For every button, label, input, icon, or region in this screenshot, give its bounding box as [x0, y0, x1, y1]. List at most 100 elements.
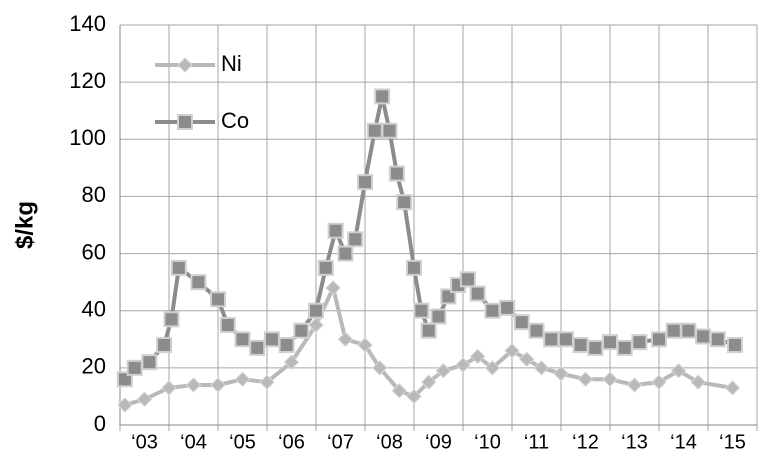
data-point — [680, 322, 697, 339]
data-point — [577, 371, 594, 387]
data-point — [337, 245, 354, 262]
data-point — [484, 360, 501, 376]
data-point — [163, 311, 180, 328]
data-point — [469, 285, 486, 302]
data-point — [136, 391, 153, 407]
data-point — [543, 331, 560, 348]
data-point — [293, 322, 310, 339]
data-point — [396, 194, 413, 211]
x-tick-label: ‘08 — [376, 431, 403, 453]
x-tick-label: ‘05 — [229, 431, 256, 453]
data-point — [308, 317, 324, 333]
data-point — [141, 354, 158, 371]
data-point — [533, 360, 550, 376]
y-tick-label: 140 — [69, 11, 106, 36]
data-point — [726, 337, 743, 353]
x-tick-label: ‘03 — [131, 431, 158, 453]
data-point — [695, 328, 712, 345]
y-axis-title: $/kg — [11, 201, 38, 249]
data-point — [499, 299, 516, 316]
data-point — [337, 331, 354, 347]
data-point — [484, 302, 501, 319]
data-point — [357, 174, 373, 191]
legend-marker — [177, 57, 193, 73]
data-point — [308, 302, 324, 319]
data-point — [325, 280, 341, 296]
data-point — [156, 337, 173, 353]
data-point — [513, 314, 530, 331]
data-point — [665, 322, 682, 339]
data-point — [388, 165, 405, 182]
data-point — [587, 339, 604, 356]
x-tick-label: ‘04 — [180, 431, 207, 453]
data-point — [391, 383, 408, 399]
data-point — [381, 122, 398, 139]
data-point — [126, 359, 143, 376]
x-tick-label: ‘13 — [621, 431, 648, 453]
x-tick-label: ‘06 — [278, 431, 305, 453]
data-point — [651, 374, 667, 390]
data-point — [724, 380, 741, 396]
y-tick-label: 20 — [82, 354, 106, 379]
data-point — [459, 271, 476, 288]
data-point — [406, 259, 422, 276]
data-point — [602, 371, 618, 387]
data-point — [651, 331, 667, 348]
x-tick-label: ‘10 — [474, 431, 501, 453]
data-point — [469, 348, 486, 365]
data-point — [317, 259, 334, 276]
data-point — [406, 388, 422, 405]
x-tick-label: ‘07 — [327, 431, 354, 453]
data-point — [518, 351, 535, 367]
data-point — [234, 371, 251, 387]
data-point — [170, 259, 187, 276]
data-point — [283, 354, 300, 370]
data-point — [117, 397, 133, 413]
legend-label: Ni — [221, 51, 242, 76]
x-tick-label: ‘12 — [572, 431, 599, 453]
x-tick-label: ‘09 — [425, 431, 452, 453]
data-point — [602, 334, 618, 351]
data-point — [190, 274, 207, 291]
data-point — [374, 88, 391, 105]
data-point — [259, 374, 275, 390]
y-tick-label: 80 — [82, 182, 106, 207]
data-point — [420, 374, 437, 390]
data-point — [219, 317, 236, 333]
data-point — [347, 231, 364, 248]
data-point — [413, 302, 430, 319]
data-point — [210, 377, 226, 393]
data-point — [504, 343, 520, 359]
data-point — [185, 377, 202, 393]
data-point — [371, 360, 388, 376]
data-point — [210, 291, 226, 308]
data-point — [572, 337, 589, 353]
y-tick-label: 120 — [69, 68, 106, 93]
data-point — [455, 357, 471, 373]
data-point — [616, 339, 633, 356]
data-point — [366, 122, 383, 139]
data-point — [557, 331, 574, 348]
x-tick-label: ‘11 — [524, 431, 549, 453]
data-point — [263, 331, 280, 348]
data-point — [161, 380, 177, 396]
data-point — [631, 334, 648, 351]
data-point — [709, 331, 726, 348]
data-point — [234, 331, 251, 348]
y-tick-label: 100 — [69, 125, 106, 150]
data-point — [553, 365, 569, 382]
data-point — [420, 322, 437, 339]
data-point — [626, 377, 643, 393]
y-tick-label: 0 — [94, 411, 106, 436]
y-tick-label: 60 — [82, 239, 106, 264]
legend-marker — [177, 114, 193, 130]
data-point — [430, 308, 447, 325]
data-point — [327, 222, 344, 239]
data-point — [528, 322, 545, 339]
data-point — [249, 339, 266, 356]
data-point — [357, 337, 373, 353]
x-tick-label: ‘15 — [719, 431, 746, 453]
data-point — [670, 363, 687, 379]
data-point — [690, 374, 706, 390]
